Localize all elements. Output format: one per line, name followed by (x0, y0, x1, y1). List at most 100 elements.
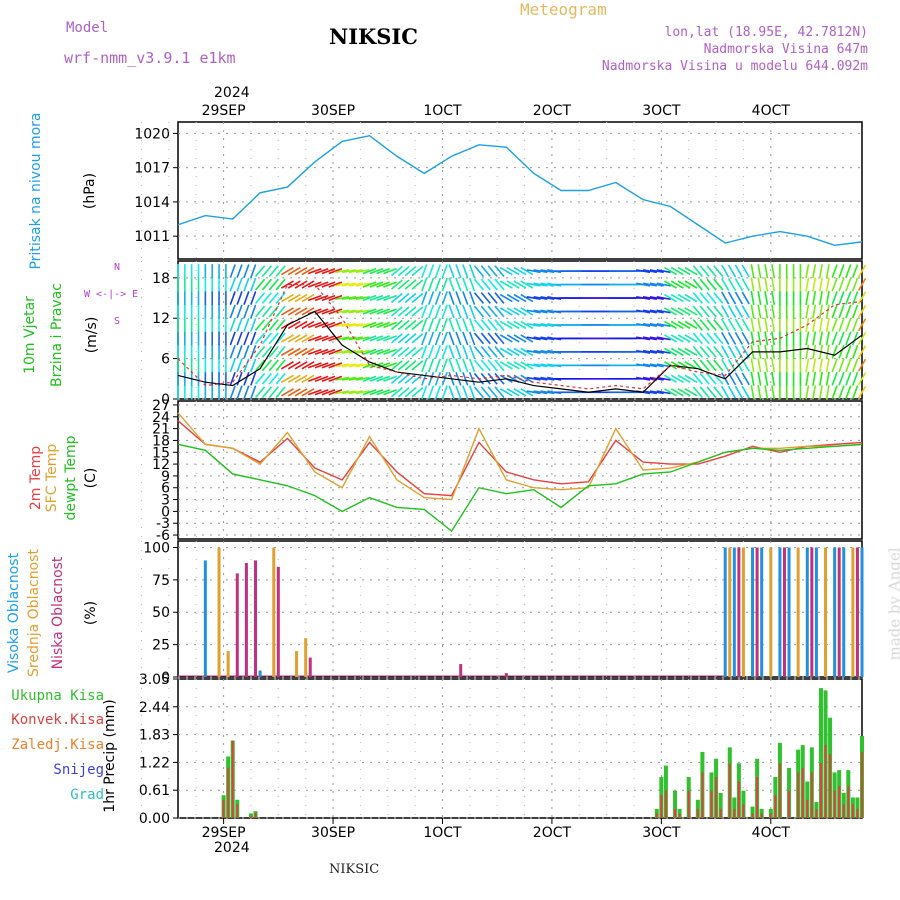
wind-arrow (750, 331, 755, 346)
wind-arrow (275, 265, 286, 277)
wind-arrow (845, 371, 852, 386)
wind-arrow (480, 278, 491, 291)
wind-arrow (391, 306, 403, 317)
wind-arrow (499, 280, 513, 289)
model-altitude-label: Nadmorska Visina u modelu 644.092m (601, 59, 868, 74)
wind-arrow (391, 387, 403, 398)
wind-arrow (404, 306, 417, 317)
wind-arrow (533, 296, 548, 301)
cloud-high-bar (842, 547, 846, 677)
wind-arrow (229, 331, 236, 346)
wind-arrow (391, 346, 403, 357)
wind-arrow (280, 334, 294, 343)
wind-arrow (229, 385, 236, 400)
wind-arrow (348, 336, 363, 341)
wind-arrow (831, 358, 838, 373)
wind-arrow (533, 376, 548, 381)
wind-arrow (771, 277, 776, 292)
wind-arrow (805, 358, 810, 373)
wind-arrow (805, 264, 810, 279)
wind-arrow (321, 389, 336, 396)
wind-arrow (664, 320, 677, 330)
wind-arrow (533, 349, 548, 354)
wind-arrow (250, 385, 257, 400)
wind-arrow (254, 265, 266, 277)
wind-arrow (699, 278, 710, 291)
wind-arrow (818, 371, 823, 386)
wind-arrow (411, 346, 424, 357)
wind-arrow (280, 347, 294, 357)
wind-arrow (677, 334, 691, 343)
wind-arrow (487, 359, 498, 372)
wind-arrow (335, 376, 350, 381)
wind-arrow (699, 305, 710, 318)
wind-arrow (825, 344, 830, 359)
precip-conv-bar (760, 813, 763, 818)
wind-arrow (275, 346, 286, 358)
wind-arrow (825, 304, 830, 319)
wind-arrow (812, 358, 817, 373)
wind-arrow (656, 349, 671, 354)
wind-arrow (692, 346, 703, 358)
wind-arrow (261, 305, 273, 318)
wind-arrow (831, 318, 838, 332)
precip-conv-bar (856, 808, 859, 818)
wind-arrow (307, 348, 322, 356)
wind-arrow (301, 361, 315, 370)
wind-arrow (448, 318, 455, 332)
wind-arrow (480, 332, 491, 345)
wind-arrow (684, 374, 698, 383)
wind-arrow (462, 331, 469, 346)
wind-arrow (771, 290, 776, 306)
wind-arrow (656, 336, 671, 341)
wind-arrow (341, 376, 357, 381)
wind-arrow (713, 359, 724, 372)
wind-arrow (741, 264, 750, 278)
wind-arrow (520, 347, 534, 357)
wind-arrow (706, 359, 717, 372)
ytick-label-pressure: 1011 (134, 229, 170, 245)
wind-arrow (656, 282, 671, 287)
wind-arrow (254, 359, 266, 372)
wind-arrow (757, 304, 762, 319)
wind-arrow (229, 291, 236, 305)
wind-arrow (369, 348, 384, 356)
wind-arrow (254, 346, 266, 358)
wind-arrow (664, 293, 677, 303)
wind-arrow (287, 374, 301, 383)
wind-arrow (487, 332, 498, 345)
wind-arrow (857, 385, 867, 399)
wind-arrow (397, 319, 410, 331)
wind-arrow (307, 294, 322, 302)
wind-arrow (699, 265, 710, 277)
wind-arrow (838, 358, 845, 373)
cloud-high-bar (833, 547, 837, 677)
wind-arrow (362, 267, 377, 275)
precip-conv-bar (815, 808, 818, 818)
wind-arrow (494, 372, 505, 385)
wind-arrow (383, 335, 397, 342)
precip-conv-bar (715, 776, 718, 818)
wind-arrow (734, 291, 744, 305)
wind-arrow (825, 385, 830, 400)
wind-arrow (376, 267, 391, 275)
wind-arrow (268, 265, 279, 277)
meteogram-label: Meteogram (520, 0, 607, 19)
wind-arrow (441, 345, 448, 359)
wind-arrow (852, 358, 859, 373)
wind-arrow (341, 296, 357, 301)
wind-arrow (540, 363, 555, 368)
wind-arrow (818, 304, 823, 319)
wind-arrow (427, 331, 435, 346)
wind-arrow (642, 349, 657, 354)
wind-arrow (254, 292, 266, 304)
wind-arrow (656, 363, 671, 368)
wind-arrow (757, 385, 762, 400)
cloud-mid-bar (272, 547, 276, 677)
wind-arrow (294, 361, 308, 370)
wind-arrow (229, 264, 236, 278)
wind-arrow (307, 389, 322, 396)
wind-arrow (468, 331, 476, 346)
precip-conv-bar (824, 745, 827, 818)
